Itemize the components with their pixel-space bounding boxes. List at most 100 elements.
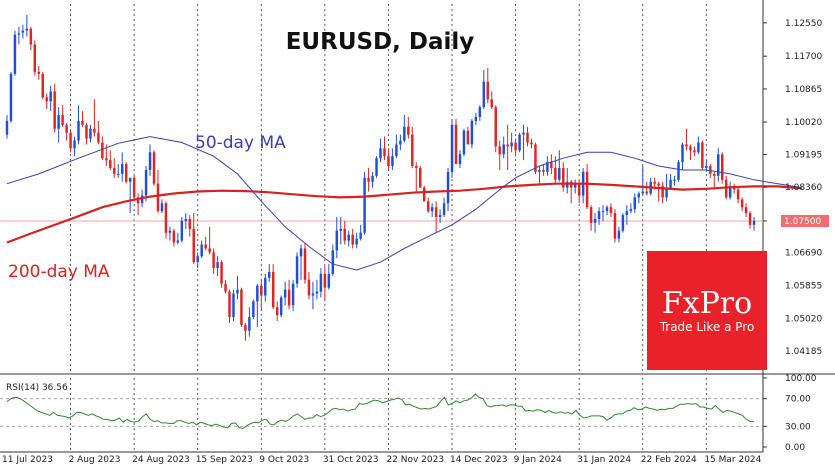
candle-body [462, 130, 466, 155]
x-tick-label: 31 Oct 2023 [323, 455, 379, 465]
candle [303, 242, 307, 284]
candle [73, 136, 76, 157]
candle-body [474, 116, 478, 121]
candle [299, 244, 303, 280]
candle-body [156, 183, 160, 212]
candle [200, 240, 203, 259]
candle [573, 179, 577, 194]
candle-body [637, 193, 641, 198]
candle [748, 211, 752, 229]
candle-body [589, 207, 593, 223]
candle [422, 185, 426, 202]
candle [450, 120, 454, 178]
candle [192, 213, 195, 265]
candle-body [124, 164, 128, 182]
candle-body [510, 142, 513, 147]
candle-body [530, 142, 533, 145]
candle [41, 71, 44, 100]
candle-body [299, 248, 303, 257]
candle [101, 136, 104, 161]
candle-body [25, 28, 29, 31]
candle-body [701, 142, 704, 168]
candle [462, 128, 466, 157]
candle [53, 83, 56, 133]
candle [311, 281, 315, 310]
candle [208, 226, 211, 255]
candle [160, 199, 164, 214]
candle-body [677, 162, 680, 180]
candle-body [291, 283, 295, 306]
candle [494, 105, 497, 153]
candle-body [109, 160, 112, 168]
candle [224, 279, 227, 294]
chart-title: EURUSD, Daily [286, 29, 475, 55]
candle [256, 283, 259, 327]
candle-body [577, 183, 581, 196]
candle [268, 264, 271, 282]
candle-body [248, 317, 251, 331]
candle [25, 14, 29, 37]
candle [307, 271, 311, 300]
candle-body [422, 187, 426, 202]
candle-body [132, 177, 136, 198]
candle-body [506, 144, 509, 147]
candle-body [442, 203, 446, 216]
candle-body [669, 179, 672, 188]
candle [379, 138, 382, 163]
candle-body [208, 248, 211, 253]
candle-body [347, 234, 350, 241]
candle-body [403, 126, 406, 141]
candle [264, 273, 267, 302]
candle-body [21, 30, 25, 33]
candle [275, 301, 279, 321]
candle-body [597, 211, 601, 219]
candle [693, 146, 696, 157]
candle [13, 30, 17, 76]
candle-body [709, 166, 712, 174]
candle-body [5, 120, 9, 135]
candle [212, 248, 215, 274]
candle [530, 138, 533, 149]
candle-body [430, 207, 434, 212]
candle-body [724, 179, 728, 198]
candle-body [685, 144, 688, 147]
candle-body [681, 144, 684, 163]
candle-body [212, 252, 215, 269]
candle-body [470, 120, 474, 145]
candle [144, 166, 148, 202]
candle-body [256, 285, 259, 302]
candle-body [705, 166, 708, 168]
candle [426, 197, 430, 214]
candle [502, 136, 505, 159]
candle-body [641, 191, 644, 194]
x-tick-label: 22 Nov 2023 [386, 455, 444, 465]
candle-body [558, 167, 561, 180]
candle [29, 26, 33, 51]
candle [681, 142, 684, 170]
candle-body [41, 73, 44, 98]
candle-body [196, 256, 199, 263]
candle [120, 152, 124, 182]
candle [252, 299, 255, 320]
candle [629, 203, 633, 214]
candle [69, 130, 72, 153]
candle [399, 134, 402, 151]
candle-body [97, 132, 100, 143]
y-tick-label: 1.12550 [785, 19, 822, 29]
candle [77, 105, 80, 145]
candle [562, 162, 565, 192]
candle-body [411, 134, 414, 167]
candle [196, 252, 199, 269]
candle [113, 158, 116, 178]
candle [81, 111, 84, 127]
candle-body [371, 175, 374, 182]
candle-body [732, 187, 736, 190]
candle [677, 160, 680, 182]
candle-body [271, 271, 275, 308]
candle [244, 322, 247, 341]
candle-body [343, 228, 346, 241]
candle-body [438, 215, 442, 218]
candle [550, 154, 553, 174]
candle-body [101, 142, 104, 159]
